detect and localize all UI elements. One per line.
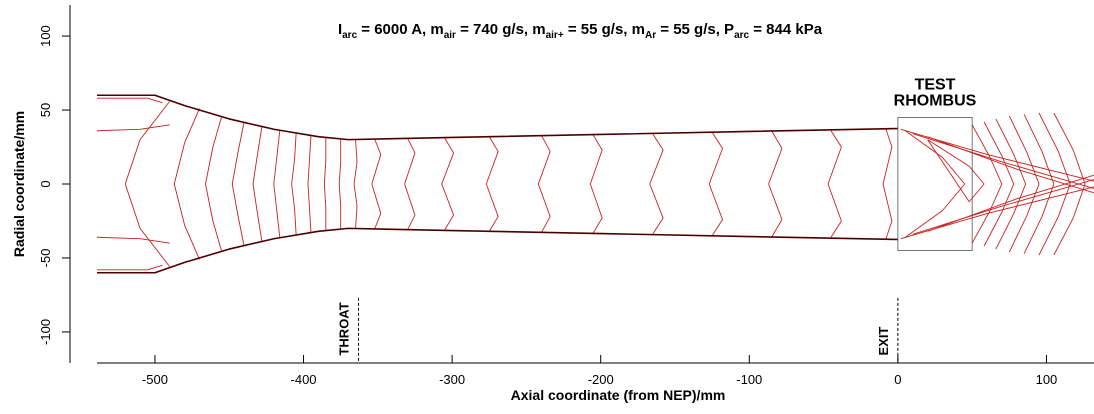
title-subscript: air+: [546, 30, 564, 41]
y-axis-label: Radial coordinate/mm: [11, 111, 27, 257]
contour-line: [882, 129, 893, 239]
contour-line: [96, 124, 170, 132]
contour-line: [205, 115, 223, 253]
contour-line: [97, 97, 163, 104]
title-subscript: arc: [342, 30, 357, 41]
title-subscript: Ar: [645, 30, 656, 41]
contour-line: [353, 139, 358, 229]
title-text: = 55 g/s, P: [656, 21, 734, 38]
contour-line: [404, 137, 416, 231]
title-text: I: [338, 21, 342, 38]
contour-line: [827, 130, 842, 238]
contour-line: [1008, 115, 1040, 253]
title-subscript: arc: [734, 30, 749, 41]
chart-title: Iarc = 6000 A, mair = 740 g/s, mair+ = 5…: [338, 21, 823, 41]
contour-line: [927, 139, 985, 203]
title-text: = 844 kPa: [749, 21, 823, 38]
contour-line: [905, 130, 966, 238]
contour-line: [589, 134, 603, 234]
test-region-label: TEST: [915, 76, 956, 93]
x-tick-label: -100: [736, 372, 762, 387]
x-axis-label: Axial coordinate (from NEP)/mm: [511, 387, 726, 403]
title-text: = 740 g/s, m: [456, 21, 546, 38]
test-region-label: RHOMBUS: [894, 92, 977, 109]
title-text: = 6000 A, m: [357, 21, 444, 38]
contour-line: [252, 126, 263, 242]
y-tick-label: -50: [38, 249, 53, 268]
x-tick-label: -300: [439, 372, 465, 387]
title-text: = 55 g/s, m: [564, 21, 645, 38]
contour-line: [995, 118, 1027, 250]
contour-line: [912, 179, 1094, 235]
x-tick-label: -200: [588, 372, 614, 387]
x-tick-label: 0: [894, 372, 901, 387]
y-tick-label: 0: [38, 180, 53, 187]
y-tick-label: -100: [38, 319, 53, 345]
contour-line: [537, 134, 551, 234]
contour-line: [1038, 112, 1071, 256]
contour-line: [124, 100, 171, 268]
contour-line: [97, 264, 163, 271]
contour-line: [983, 121, 1015, 247]
x-tick-label: -400: [291, 372, 317, 387]
contour-line: [323, 138, 327, 230]
contour-line: [441, 137, 455, 231]
contour-line: [485, 136, 499, 232]
annotation-label: THROAT: [337, 302, 352, 355]
contour-line: [96, 236, 170, 244]
contour-line: [371, 139, 382, 229]
test-region-box: [897, 117, 973, 251]
x-tick-label: -500: [142, 372, 168, 387]
y-tick-label: 50: [38, 103, 53, 117]
contour-line: [927, 174, 1094, 232]
contour-line: [971, 124, 1003, 244]
title-subscript: air: [444, 30, 456, 41]
contour-line: [927, 136, 1094, 194]
contour-line: [912, 133, 1094, 189]
contour-line: [1023, 114, 1055, 254]
contour-line: [708, 131, 723, 237]
contour-line: [231, 121, 245, 247]
contour-line: [307, 135, 312, 233]
contour-line: [1053, 112, 1086, 256]
contour-line: [768, 130, 783, 238]
x-tick-label: 100: [1036, 372, 1058, 387]
y-tick-label: 100: [38, 25, 53, 47]
contour-line: [291, 133, 297, 235]
nozzle-wall: [97, 227, 898, 274]
nozzle-wall: [97, 94, 898, 141]
annotation-label: EXIT: [876, 327, 891, 356]
contour-line: [273, 130, 281, 238]
contour-line: [649, 133, 664, 235]
contour-line: [338, 139, 342, 229]
contour-line: [173, 108, 200, 260]
